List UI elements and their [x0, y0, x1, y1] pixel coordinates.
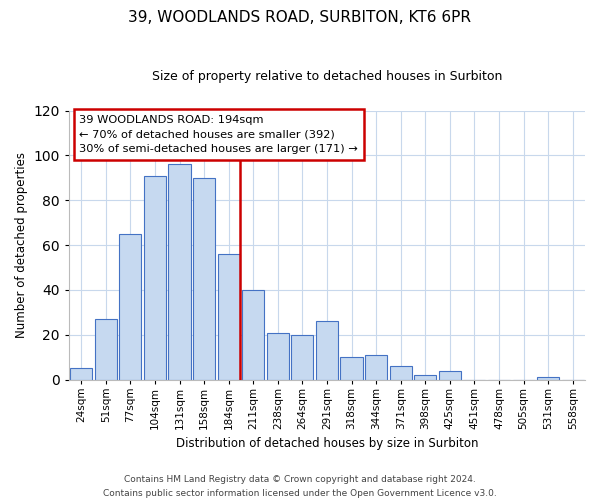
Bar — [537, 378, 559, 380]
Y-axis label: Number of detached properties: Number of detached properties — [15, 152, 28, 338]
Bar — [218, 254, 240, 380]
Bar — [70, 368, 92, 380]
Bar — [365, 355, 387, 380]
Bar — [316, 322, 338, 380]
Bar — [169, 164, 191, 380]
Bar — [119, 234, 142, 380]
X-axis label: Distribution of detached houses by size in Surbiton: Distribution of detached houses by size … — [176, 437, 478, 450]
Bar — [144, 176, 166, 380]
Bar — [267, 332, 289, 380]
Title: Size of property relative to detached houses in Surbiton: Size of property relative to detached ho… — [152, 70, 502, 83]
Bar — [193, 178, 215, 380]
Bar — [340, 357, 362, 380]
Bar — [95, 319, 117, 380]
Bar — [439, 370, 461, 380]
Text: 39, WOODLANDS ROAD, SURBITON, KT6 6PR: 39, WOODLANDS ROAD, SURBITON, KT6 6PR — [128, 10, 472, 25]
Bar — [292, 335, 313, 380]
Bar — [389, 366, 412, 380]
Text: Contains HM Land Registry data © Crown copyright and database right 2024.
Contai: Contains HM Land Registry data © Crown c… — [103, 476, 497, 498]
Bar — [414, 375, 436, 380]
Text: 39 WOODLANDS ROAD: 194sqm
← 70% of detached houses are smaller (392)
30% of semi: 39 WOODLANDS ROAD: 194sqm ← 70% of detac… — [79, 114, 358, 154]
Bar — [242, 290, 265, 380]
